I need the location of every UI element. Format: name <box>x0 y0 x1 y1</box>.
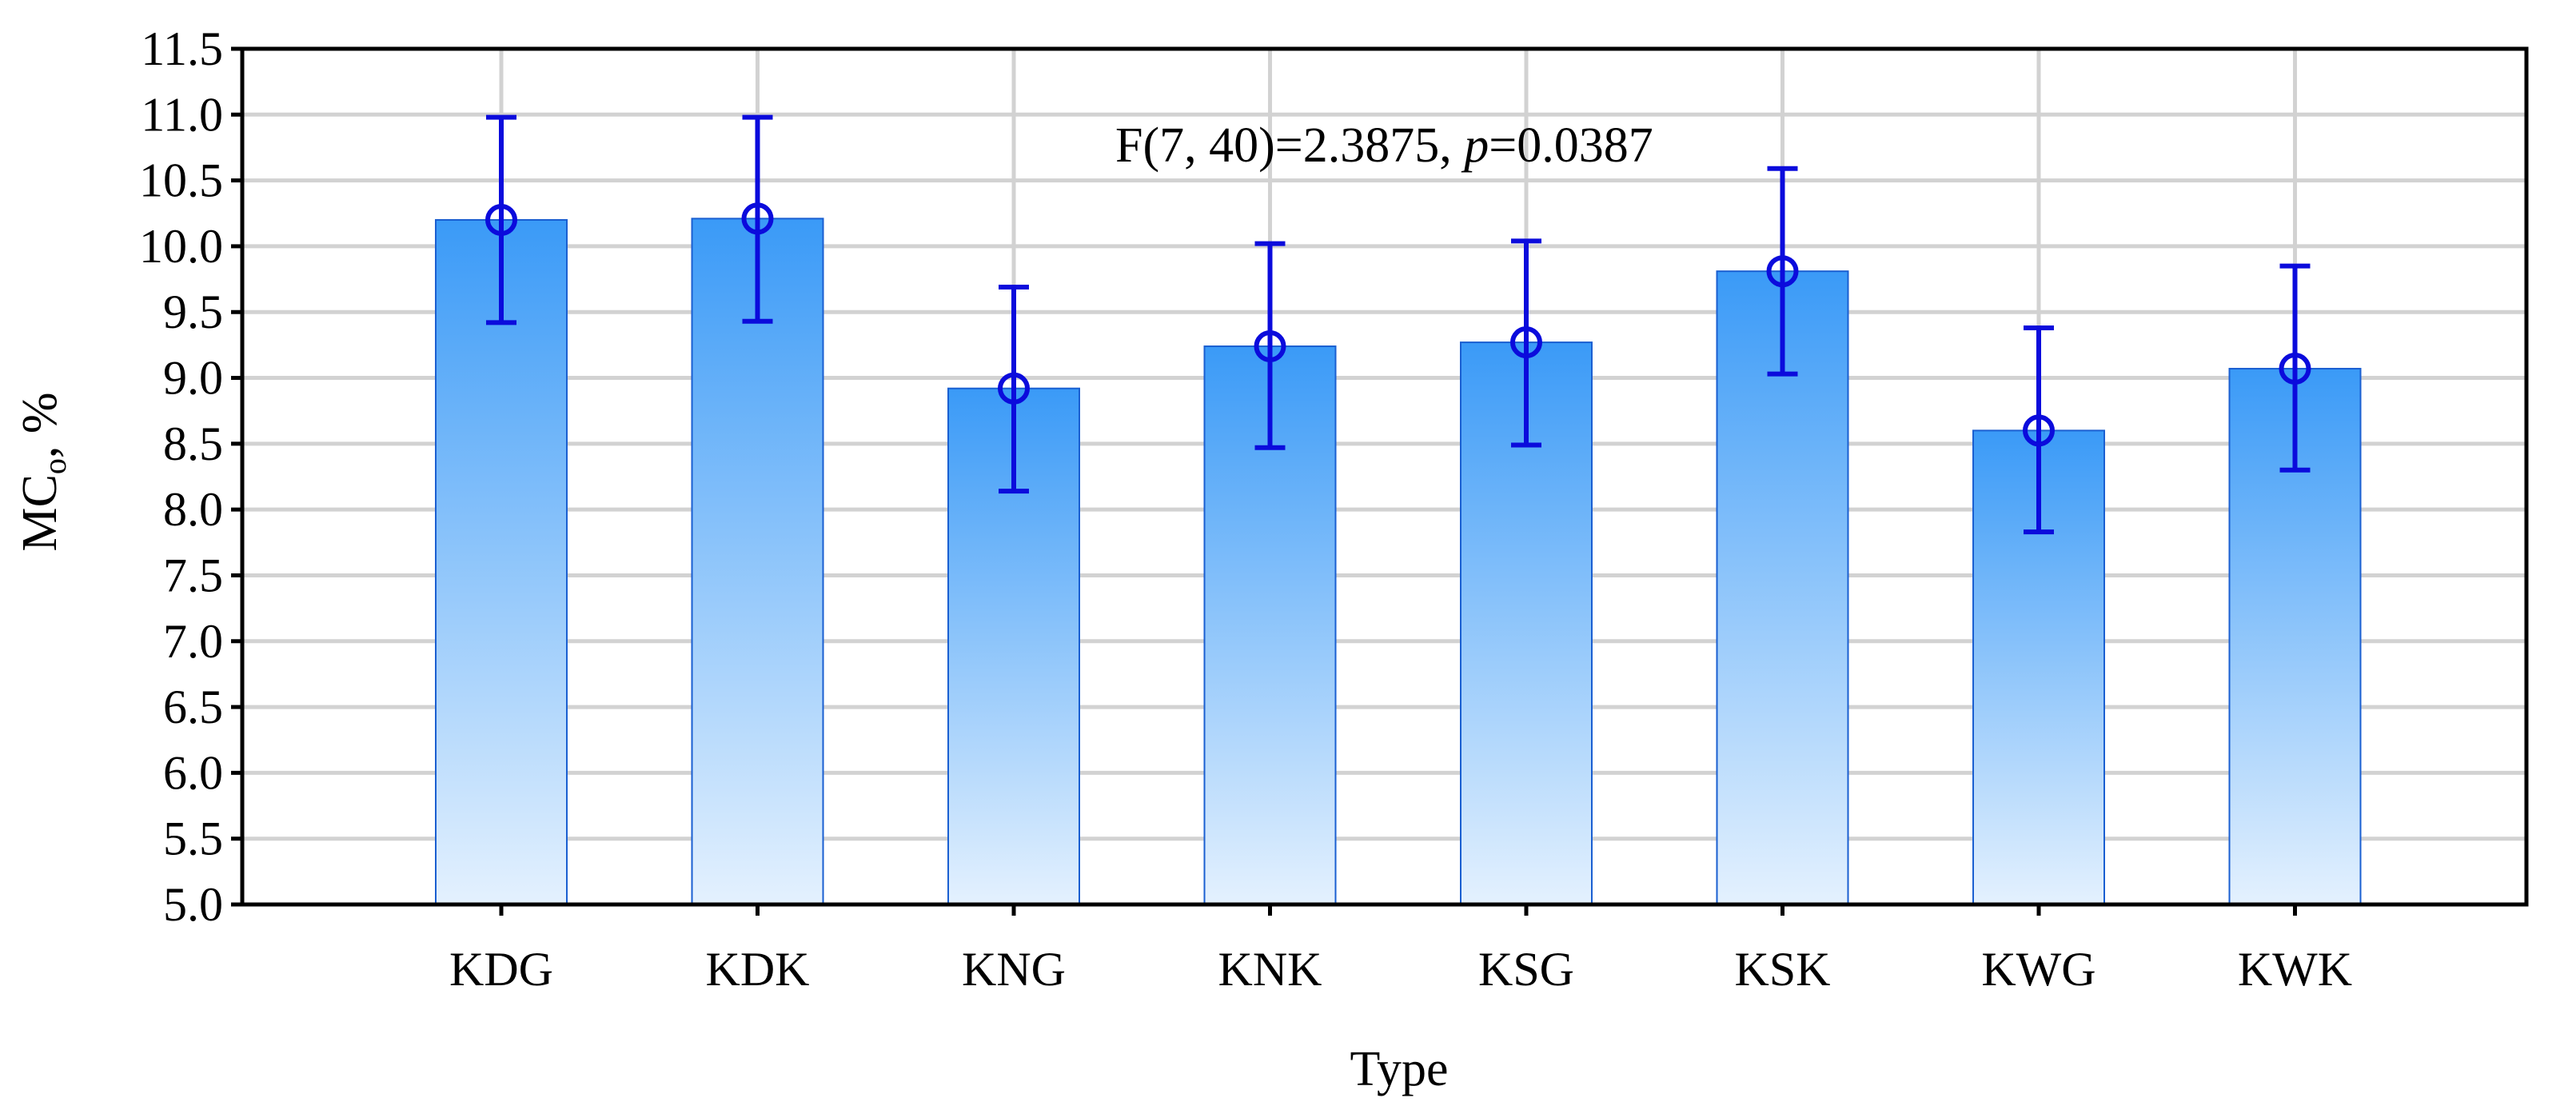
mean-marker-kwk <box>2279 353 2311 385</box>
y-axis-title: MCo, % <box>13 392 73 551</box>
y-tick-label: 5.5 <box>163 813 223 865</box>
x-axis-title: Type <box>1350 1042 1448 1096</box>
y-tick-label: 9.5 <box>163 285 223 338</box>
mean-marker-ksk <box>1766 255 1799 288</box>
x-axis-ticks: KDG KDK KNG KNK KSG KSK KWG KWK <box>449 904 2352 996</box>
y-tick-label: 10.0 <box>139 220 223 273</box>
mean-marker-knk <box>1254 330 1286 363</box>
x-tick-label-kdg: KDG <box>449 943 553 996</box>
x-tick-label-kdk: KDK <box>706 943 810 996</box>
bars <box>435 218 2362 906</box>
mean-marker-kdg <box>485 204 517 236</box>
x-tick-label-ksg: KSG <box>1478 943 1574 996</box>
y-tick-label: 6.5 <box>163 681 223 733</box>
x-tick-label-ksk: KSK <box>1734 943 1830 996</box>
y-tick-label: 6.0 <box>163 746 223 799</box>
mean-marker-kwg <box>2023 414 2055 447</box>
error-bars <box>485 114 2311 535</box>
y-axis-title-subscript: o <box>37 458 73 474</box>
mean-marker-kdk <box>741 202 774 235</box>
y-tick-label: 5.0 <box>163 878 223 931</box>
y-tick-label: 8.5 <box>163 417 223 470</box>
bar-ksk <box>1716 270 1849 905</box>
y-tick-label: 9.0 <box>163 352 223 405</box>
x-tick-label-knk: KNK <box>1218 943 1322 996</box>
y-axis-title-main: MC <box>13 474 67 551</box>
mean-marker-kng <box>998 372 1030 405</box>
x-tick-label-kwg: KWG <box>1981 943 2095 996</box>
y-tick-label: 8.0 <box>163 483 223 536</box>
x-tick-label-kwk: KWK <box>2238 943 2352 996</box>
x-tick-label-kng: KNG <box>962 943 1066 996</box>
bar-kdg <box>435 219 568 905</box>
anova-annotation: F(7, 40)=2.3875, p=0.0387 <box>1115 118 1653 173</box>
y-axis-title-suffix: , % <box>13 392 67 458</box>
annotation-suffix: =0.0387 <box>1489 118 1653 173</box>
y-axis-ticks: 5.0 5.5 6.0 6.5 7.0 7.5 8.0 8.5 9.0 9.5 10.0 10.5 11… <box>139 22 242 931</box>
y-tick-label: 7.0 <box>163 615 223 668</box>
y-tick-label: 11.0 <box>141 88 223 141</box>
annotation-prefix: F(7, 40)=2.3875, <box>1115 118 1464 173</box>
grid <box>242 49 2526 904</box>
bar-kdk <box>691 218 824 906</box>
annotation-p-symbol: p <box>1461 118 1489 173</box>
y-tick-label: 10.5 <box>139 154 223 207</box>
y-tick-label: 7.5 <box>163 549 223 601</box>
plot-frame <box>240 46 2529 907</box>
y-tick-label: 11.5 <box>141 22 223 75</box>
mean-marker-ksg <box>1510 326 1542 359</box>
